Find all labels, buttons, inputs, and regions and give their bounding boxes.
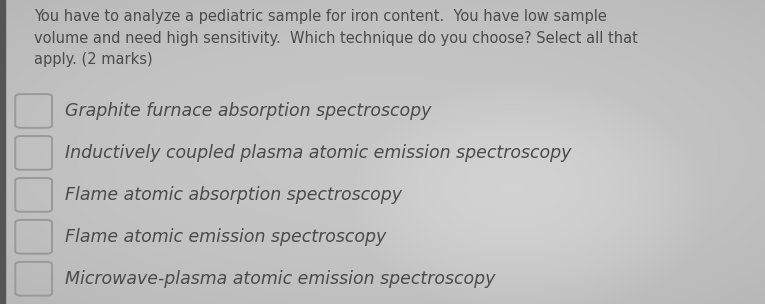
Text: You have to analyze a pediatric sample for iron content.  You have low sample
vo: You have to analyze a pediatric sample f… [34, 9, 638, 67]
Text: Inductively coupled plasma atomic emission spectroscopy: Inductively coupled plasma atomic emissi… [65, 144, 571, 162]
Text: Graphite furnace absorption spectroscopy: Graphite furnace absorption spectroscopy [65, 102, 431, 120]
Bar [0, 0, 5, 304]
Text: Flame atomic emission spectroscopy: Flame atomic emission spectroscopy [65, 228, 386, 246]
Text: Flame atomic absorption spectroscopy: Flame atomic absorption spectroscopy [65, 186, 402, 204]
Text: Microwave-plasma atomic emission spectroscopy: Microwave-plasma atomic emission spectro… [65, 270, 496, 288]
